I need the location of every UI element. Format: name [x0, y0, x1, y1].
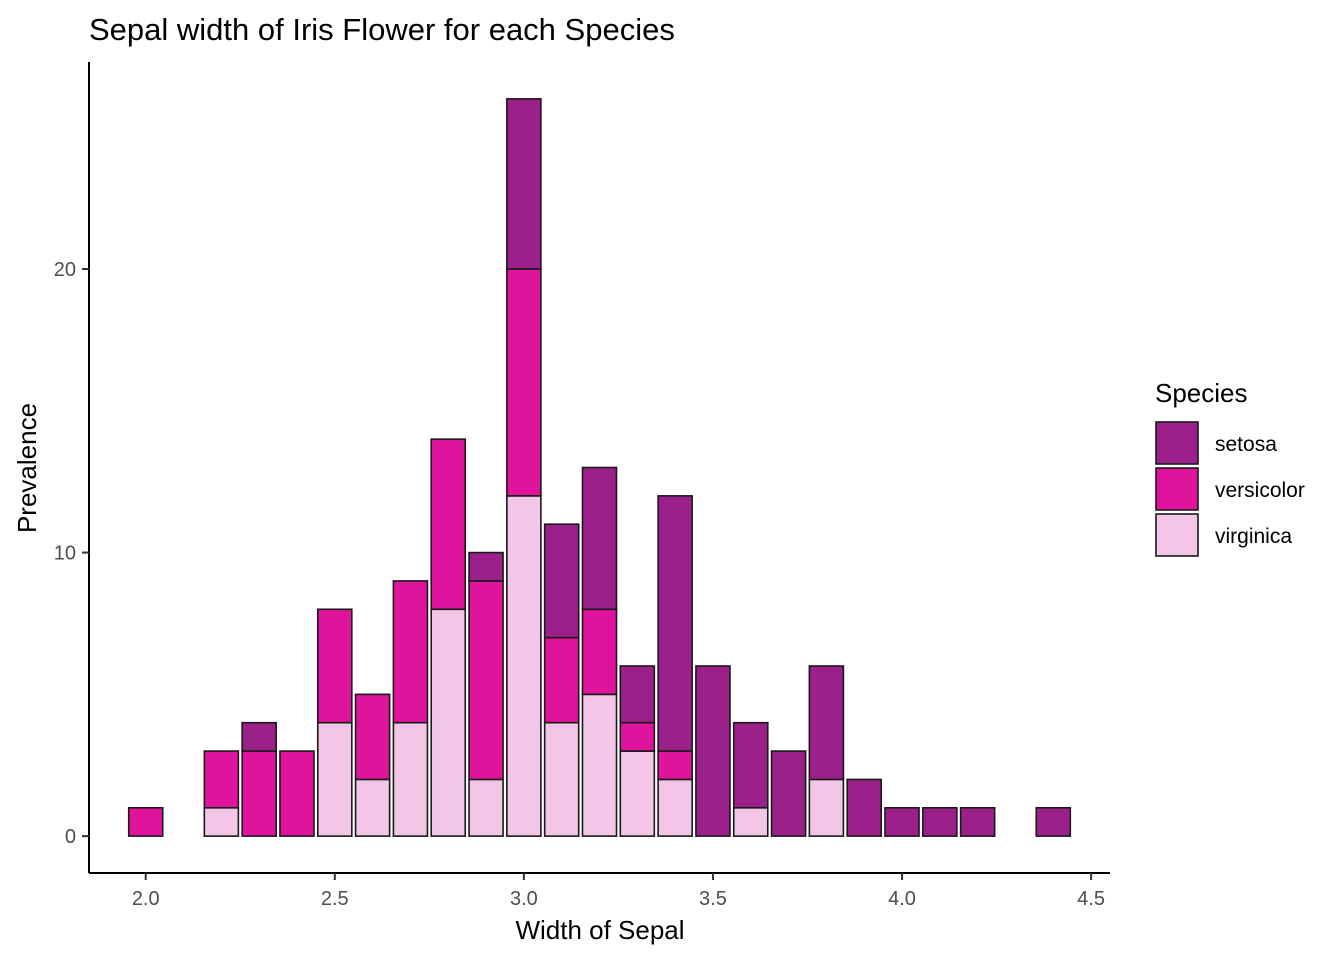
y-tick-label: 0 [65, 826, 76, 848]
y-tick-label: 10 [54, 543, 76, 565]
x-tick-label: 2.5 [321, 888, 349, 910]
legend-swatch-versicolor [1155, 467, 1199, 511]
bar-virginica-3.3 [619, 750, 656, 837]
bar-setosa-3.7 [770, 750, 807, 837]
bar-virginica-2.7 [392, 721, 429, 837]
x-tick-label: 2.0 [132, 888, 160, 910]
bar-versicolor-2.5 [316, 608, 353, 724]
bar-virginica-3.8 [808, 778, 845, 837]
bar-virginica-2.9 [468, 778, 504, 837]
y-axis-title: Prevalence [12, 403, 42, 533]
bar-virginica-3.4 [657, 778, 693, 837]
legend: Species setosa versicolor virginica [1155, 378, 1305, 557]
bar-versicolor-2.9 [468, 580, 504, 781]
x-axis-ticks: 2.0 2.5 3.0 3.5 4.0 4.5 [132, 873, 1105, 910]
bar-setosa-2.3 [241, 721, 277, 752]
bar-setosa-3.8 [808, 665, 845, 781]
bar-setosa-3.4 [657, 495, 693, 752]
bar-versicolor-2.0 [127, 806, 164, 837]
bar-setosa-3.2 [581, 466, 618, 611]
bar-setosa-3.5 [695, 665, 731, 837]
bar-virginica-3.0 [506, 495, 542, 837]
bar-virginica-2.6 [354, 778, 391, 837]
legend-swatch-setosa [1155, 421, 1199, 465]
bar-setosa-4.4 [1035, 806, 1072, 837]
x-axis-title: Width of Sepal [515, 915, 684, 945]
y-tick-label: 20 [54, 259, 76, 281]
bar-setosa-2.9 [468, 551, 504, 582]
x-tick-label: 4.5 [1077, 888, 1105, 910]
bar-setosa-4.0 [884, 806, 920, 837]
bar-versicolor-2.4 [279, 750, 315, 837]
bar-setosa-3.1 [543, 523, 580, 639]
x-tick-label: 3.5 [699, 888, 727, 910]
legend-swatch-virginica [1155, 513, 1199, 557]
bar-versicolor-2.6 [354, 693, 391, 781]
bars-group [127, 98, 1072, 837]
bar-versicolor-3.2 [581, 608, 618, 696]
bar-setosa-3.9 [846, 778, 883, 837]
x-tick-label: 4.0 [888, 888, 916, 910]
bar-versicolor-2.8 [430, 438, 467, 611]
bar-virginica-3.1 [543, 721, 580, 837]
legend-title: Species [1155, 378, 1248, 408]
bar-virginica-2.2 [203, 806, 240, 837]
x-tick-label: 3.0 [510, 888, 538, 910]
bar-setosa-3.6 [732, 721, 769, 809]
legend-label-virginica: virginica [1215, 525, 1292, 548]
legend-label-setosa: setosa [1215, 433, 1277, 456]
bar-virginica-3.6 [732, 806, 769, 837]
y-axis-ticks: 0 10 20 [54, 259, 89, 848]
bar-virginica-2.5 [316, 721, 353, 837]
bar-setosa-4.1 [922, 806, 958, 837]
bar-versicolor-3.3 [619, 721, 656, 752]
bar-setosa-3.0 [506, 98, 542, 270]
bar-versicolor-3.0 [506, 268, 542, 497]
bar-versicolor-2.7 [392, 580, 429, 724]
chart-title: Sepal width of Iris Flower for each Spec… [89, 12, 675, 47]
bar-setosa-3.3 [619, 665, 656, 724]
bar-versicolor-2.3 [241, 750, 277, 837]
bar-setosa-4.2 [959, 806, 996, 837]
bar-versicolor-2.2 [203, 750, 240, 809]
bar-versicolor-3.4 [657, 750, 693, 781]
bar-virginica-3.2 [581, 693, 618, 837]
legend-label-versicolor: versicolor [1215, 479, 1305, 502]
bar-versicolor-3.1 [543, 636, 580, 724]
bar-virginica-2.8 [430, 608, 467, 837]
